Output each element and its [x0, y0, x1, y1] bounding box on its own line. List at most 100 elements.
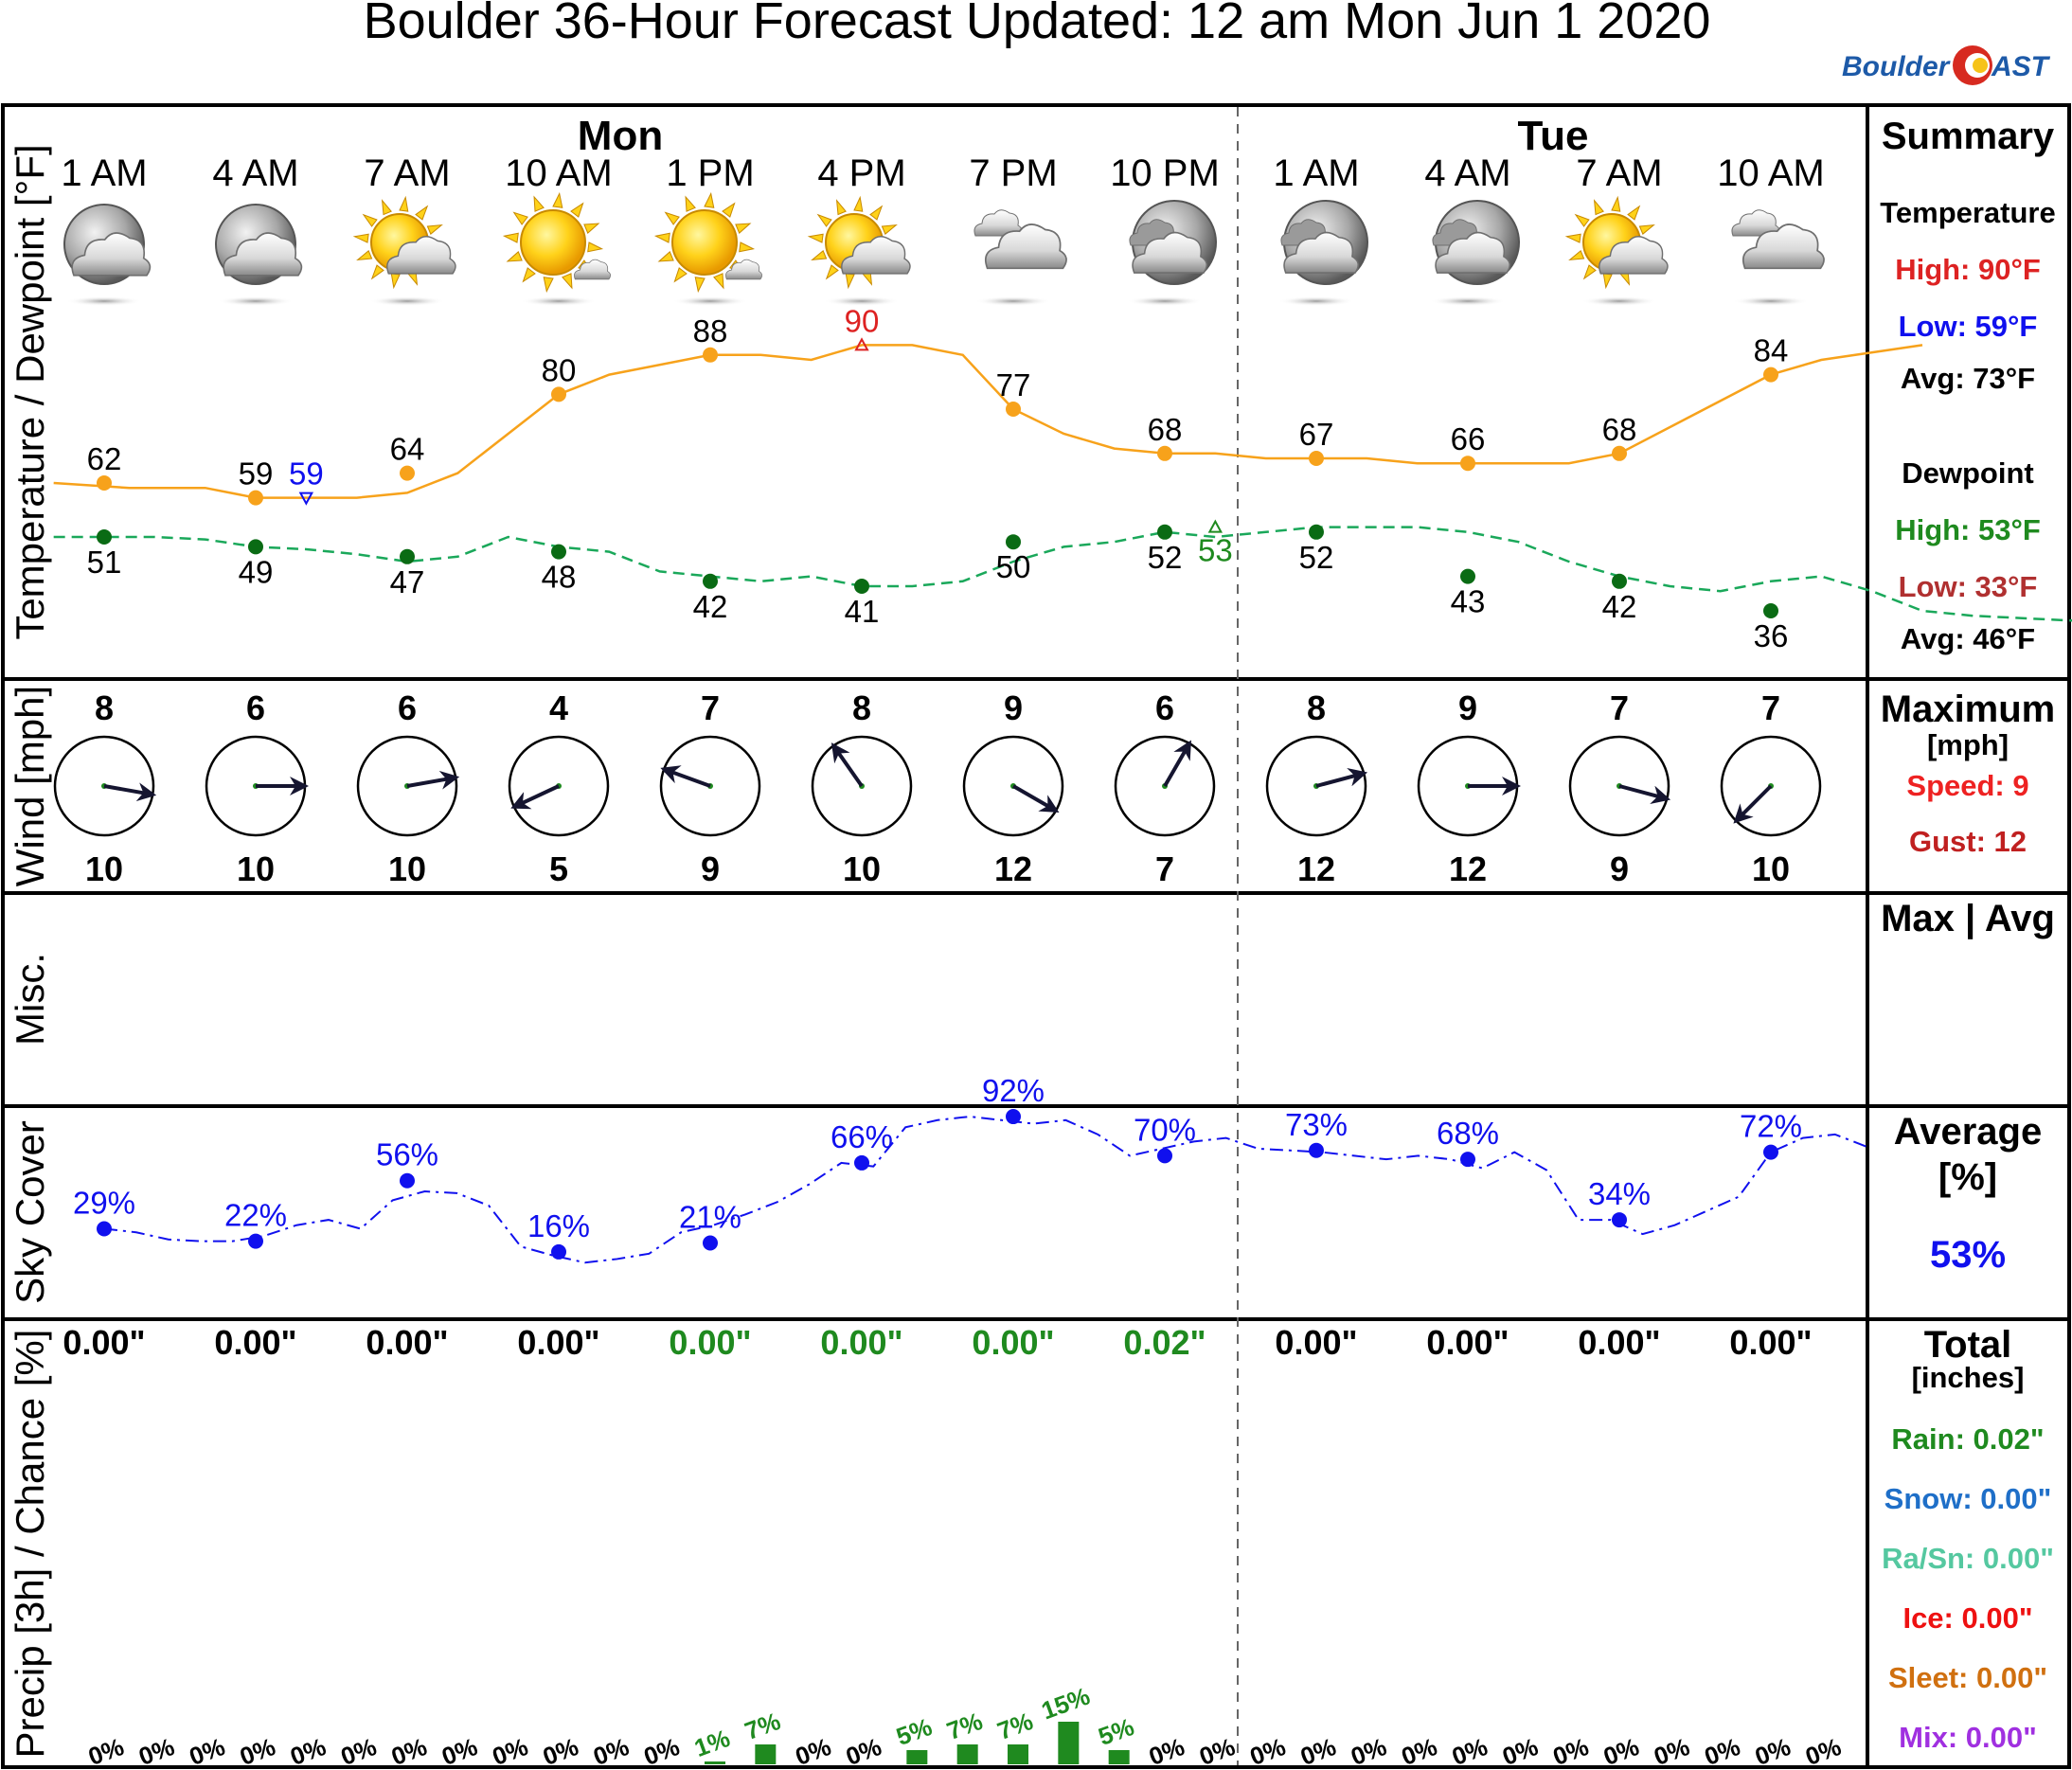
precip-chance-bar	[705, 1761, 725, 1764]
sky-cover-label: 66%	[831, 1119, 893, 1154]
temperature-point	[97, 475, 112, 491]
temperature-panel: 62 59 64 80 88 77 68 67 66 68 84 90 59 51 49 47 48 42 41 50…	[53, 303, 2072, 653]
cloud-shape	[725, 259, 762, 280]
temperature-high-label: 90	[845, 303, 880, 338]
wind-arrow	[1011, 784, 1060, 813]
temperature-line	[53, 344, 1923, 499]
icon-shadow	[1430, 296, 1506, 306]
icon-shadow	[66, 296, 142, 306]
wind-dial	[1114, 735, 1216, 837]
wind-gust-label: 10	[85, 849, 123, 888]
sky-cover-label: 29%	[73, 1185, 135, 1220]
wind-arrow	[660, 765, 711, 788]
mostly-sunny-icon	[653, 191, 762, 306]
summary-wind-unit: [mph]	[1927, 728, 2009, 761]
summary-temp-avg: Avg: 73°F	[1901, 362, 2035, 395]
precip-amount-label: 0.02"	[1123, 1323, 1206, 1362]
dewpoint-label: 49	[239, 554, 274, 589]
precip-chance-label: 0%	[1599, 1732, 1643, 1770]
temperature-point	[551, 386, 566, 402]
wind-arrow	[103, 782, 157, 802]
sky-cover-label: 73%	[1285, 1107, 1348, 1142]
summary-wind-title: Maximum	[1881, 688, 2056, 730]
cloud-shape	[1435, 231, 1510, 274]
dewpoint-label: 47	[390, 564, 425, 599]
icon-shadow	[521, 296, 597, 306]
dewpoint-label: 43	[1451, 584, 1486, 619]
sky-cover-point	[97, 1221, 112, 1237]
day-label-mon: Mon	[578, 113, 663, 159]
sky-cover-label: 21%	[679, 1200, 741, 1235]
precip-chance-label: 0%	[387, 1732, 431, 1770]
sky-cover-label: 72%	[1740, 1109, 1802, 1144]
temperature-point	[400, 465, 415, 481]
temperature-point	[1309, 451, 1324, 466]
sky-cover-label: 16%	[527, 1208, 590, 1243]
hour-label: 7 AM	[1576, 152, 1662, 194]
precip-chance-label: 0%	[589, 1732, 633, 1770]
wind-arrow	[831, 742, 864, 788]
cloud-shape	[223, 232, 303, 277]
dewpoint-point	[854, 579, 869, 594]
summary-temp-sub: Temperature	[1880, 196, 2056, 229]
summary-ice: Ice: 0.00"	[1902, 1601, 2032, 1635]
wind-gust-label: 10	[1752, 849, 1790, 888]
precip-chance-label: 0%	[1246, 1732, 1290, 1770]
precip-chance-bar	[906, 1750, 928, 1764]
dewpoint-label: 36	[1754, 618, 1789, 653]
sky-cover-point	[1612, 1212, 1627, 1228]
dewpoint-point	[1006, 534, 1021, 550]
precip-chance-label: 15%	[1038, 1682, 1094, 1725]
sun-shape	[502, 191, 604, 294]
wind-speed-label: 6	[1155, 688, 1174, 727]
precip-amount-label: 0.00"	[972, 1323, 1054, 1362]
sky-cover-point	[400, 1172, 415, 1189]
temperature-label: 66	[1451, 421, 1486, 456]
icon-shadow	[1733, 296, 1809, 306]
mostly-cloudy-night-icon	[1278, 200, 1368, 306]
precip-chance-label: 7%	[943, 1707, 987, 1745]
cloud-shape	[984, 223, 1067, 270]
summary-wind-speed: Speed: 9	[1906, 769, 2028, 802]
logo-text-a: Boulder	[1842, 51, 1952, 82]
precip-chance-label: 0%	[1751, 1732, 1795, 1770]
wind-gust-label: 10	[237, 849, 275, 888]
icon-shadow	[975, 296, 1051, 306]
wind-speed-label: 8	[852, 688, 871, 727]
summary-sky-unit: [%]	[1938, 1156, 1997, 1198]
wind-gust-label: 7	[1155, 849, 1174, 888]
precip-amount-label: 0.00"	[517, 1323, 599, 1362]
hour-label: 1 PM	[666, 152, 754, 194]
dewpoint-label: 52	[1299, 540, 1334, 575]
wind-gust-label: 12	[994, 849, 1032, 888]
icon-shadow	[672, 296, 748, 306]
wind-gust-label: 9	[1610, 849, 1629, 888]
hour-label: 10 AM	[1717, 152, 1824, 194]
wind-arrow	[406, 770, 460, 790]
precip-chance-bar	[1108, 1750, 1130, 1764]
icon-shadow	[1581, 296, 1657, 306]
dewpoint-line	[53, 526, 2072, 622]
summary-misc-title: Max | Avg	[1881, 898, 2055, 939]
summary-temp-high: High: 90°F	[1895, 253, 2041, 286]
dewpoint-label: 41	[845, 594, 880, 629]
sky-cover-point	[703, 1235, 718, 1251]
wind-arrow	[1618, 784, 1671, 804]
precip-chance-label: 0%	[438, 1732, 481, 1770]
precip-chance-label: 1%	[690, 1724, 734, 1762]
chart-title: Boulder 36-Hour Forecast Updated: 12 am …	[364, 0, 1711, 49]
temp-panel-label: Temperature / Dewpoint [°F]	[8, 144, 52, 639]
sun-shape	[653, 191, 756, 294]
sky-cover-panel: 29% 22% 56% 16% 21% 66% 92% 70% 73% 68% 34% 72%	[73, 1073, 1867, 1264]
dewpoint-label: 42	[1602, 589, 1637, 624]
precip-amount-label: 0.00"	[1275, 1323, 1357, 1362]
wind-panel: 8 10 6 10 6 10 4 5 7 9 8 10 9 12 6 7 8 12 9 12 7 9 7 10	[53, 688, 1822, 888]
precip-chance-label: 0%	[1296, 1732, 1340, 1770]
sky-cover-label: 56%	[376, 1137, 438, 1172]
dewpoint-point	[1763, 603, 1778, 618]
dewpoint-point	[1157, 524, 1172, 540]
dewpoint-label: 51	[87, 545, 122, 580]
precip-chance-label: 0%	[489, 1732, 532, 1770]
summary-snow: Snow: 0.00"	[1884, 1482, 2052, 1515]
